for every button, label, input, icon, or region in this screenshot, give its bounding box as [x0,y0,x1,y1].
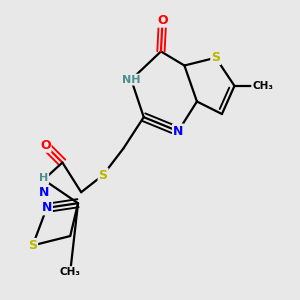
Text: N: N [173,125,183,138]
Text: S: S [99,169,108,182]
Text: CH₃: CH₃ [60,267,81,277]
Text: N: N [42,201,52,214]
Text: CH₃: CH₃ [252,81,273,91]
Text: S: S [211,51,220,64]
Text: S: S [28,239,37,252]
Text: O: O [40,139,50,152]
Text: N: N [173,125,183,138]
Text: NH: NH [122,75,140,85]
Text: O: O [157,14,168,27]
Text: N: N [38,186,49,199]
Text: H: H [39,173,48,183]
